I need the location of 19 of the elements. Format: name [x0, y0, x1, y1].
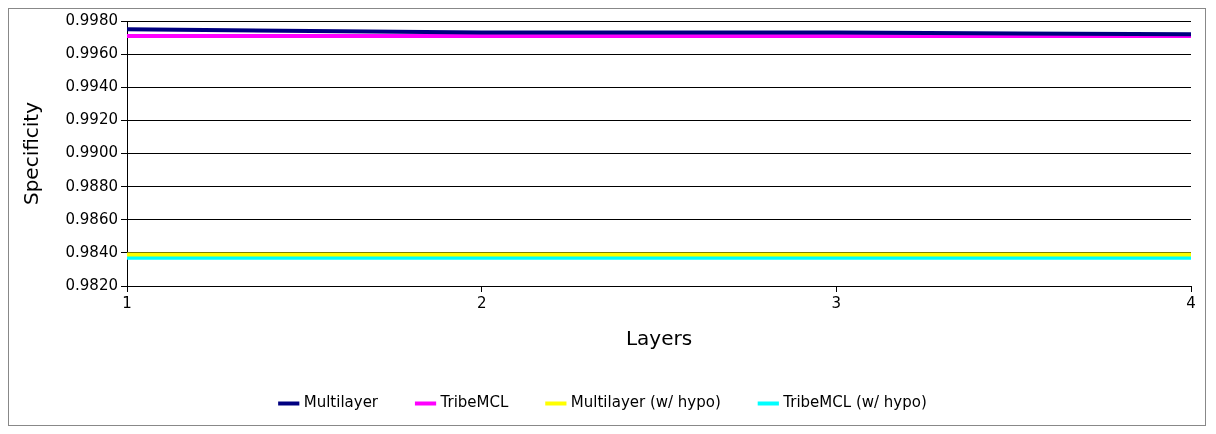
- y-axis-title: Specificity: [19, 101, 44, 206]
- legend-label: TribeMCL: [439, 393, 509, 412]
- x-tick-label: 3: [831, 293, 842, 312]
- y-tick-label: 0.9820: [65, 275, 118, 294]
- y-tick-label: 0.9880: [65, 176, 118, 195]
- y-tick-label: 0.9980: [65, 10, 118, 29]
- legend-label: Multilayer (w/ hypo): [570, 393, 721, 412]
- x-tick-label: 1: [122, 293, 132, 312]
- legend-label: Multilayer: [303, 393, 379, 412]
- legend-label: TribeMCL (w/ hypo): [782, 393, 927, 412]
- y-tick-label: 0.9920: [65, 110, 118, 129]
- y-tick-label: 0.9900: [65, 143, 118, 162]
- y-tick-label: 0.9860: [65, 209, 118, 228]
- y-tick-label: 0.9940: [65, 77, 118, 96]
- x-tick-label: 4: [1186, 293, 1196, 312]
- y-tick-label: 0.9960: [65, 44, 118, 63]
- x-axis-title: Layers: [625, 326, 693, 351]
- y-tick-label: 0.9840: [65, 242, 118, 261]
- x-tick-label: 2: [476, 293, 487, 312]
